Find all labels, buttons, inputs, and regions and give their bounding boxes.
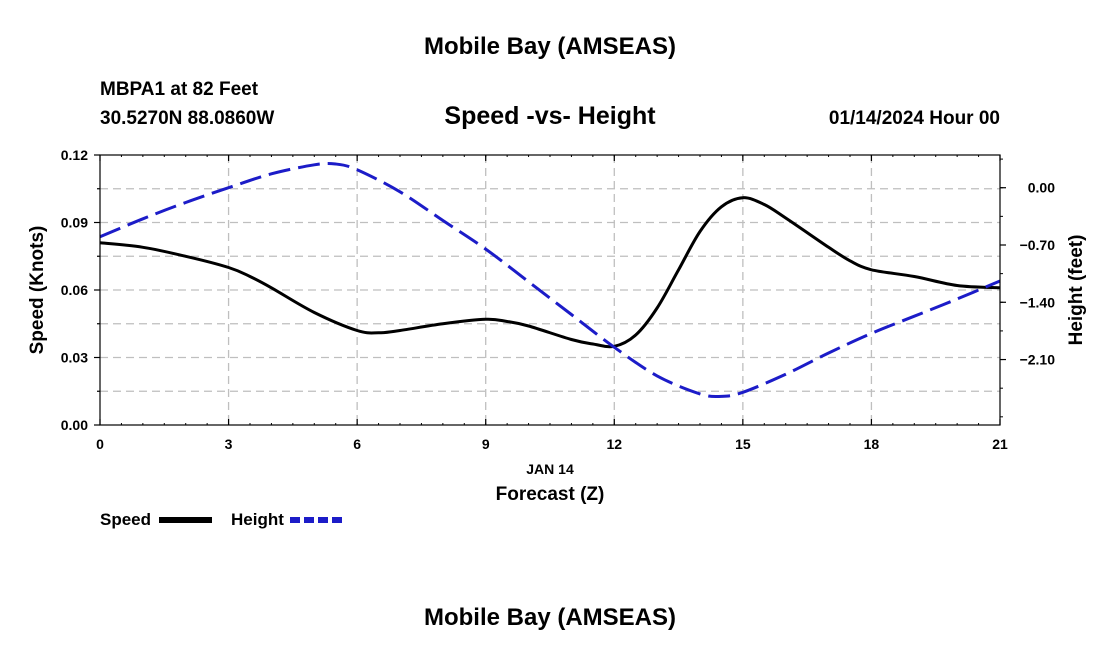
series-line-speed (99, 196, 1001, 349)
x-axis-label: Forecast (Z) (496, 484, 605, 505)
page-title: Mobile Bay (AMSEAS) (424, 33, 676, 60)
y-tick-label: 0.00 (61, 417, 88, 433)
y-tick-label: 0.12 (61, 147, 88, 163)
x-tick-label: 18 (864, 436, 880, 452)
x-tick-label: 9 (482, 436, 490, 452)
y2-tick-label: −0.70 (1020, 237, 1056, 253)
grid (100, 155, 1000, 425)
x-tick-label: 21 (992, 436, 1008, 452)
legend: Speed Height (100, 510, 343, 529)
station-name: MBPA1 at 82 Feet (100, 79, 259, 100)
chart-title: Speed -vs- Height (444, 102, 656, 130)
y-tick-label: 0.03 (61, 350, 88, 366)
x-date-label: JAN 14 (526, 461, 574, 477)
y2-tick-label: −2.10 (1020, 352, 1056, 368)
series-line-height (99, 161, 1001, 399)
legend-speed-label: Speed (100, 510, 151, 529)
y-tick-label: 0.06 (61, 282, 88, 298)
y-axis-label: Speed (Knots) (27, 226, 48, 355)
forecast-datetime: 01/14/2024 Hour 00 (829, 108, 1000, 129)
x-tick-label: 0 (96, 436, 104, 452)
axis-ticks: 0 3 6 9 12 15 18 21 0.00 0.03 0.06 0.09 0.12 0.00 −0.7… (61, 147, 1055, 452)
x-tick-label: 12 (606, 436, 622, 452)
y2-tick-label: 0.00 (1028, 180, 1055, 196)
y2-axis-label: Height (feet) (1066, 235, 1087, 346)
y-tick-label: 0.09 (61, 215, 88, 231)
x-tick-label: 15 (735, 436, 751, 452)
x-tick-label: 3 (225, 436, 233, 452)
plot-frame (99, 154, 1001, 426)
y2-tick-label: −1.40 (1020, 294, 1056, 310)
x-tick-label: 6 (353, 436, 361, 452)
footer-title: Mobile Bay (AMSEAS) (424, 604, 676, 631)
station-coords: 30.5270N 88.0860W (100, 108, 274, 129)
series-lines (99, 161, 1001, 399)
legend-height-label: Height (231, 510, 284, 529)
